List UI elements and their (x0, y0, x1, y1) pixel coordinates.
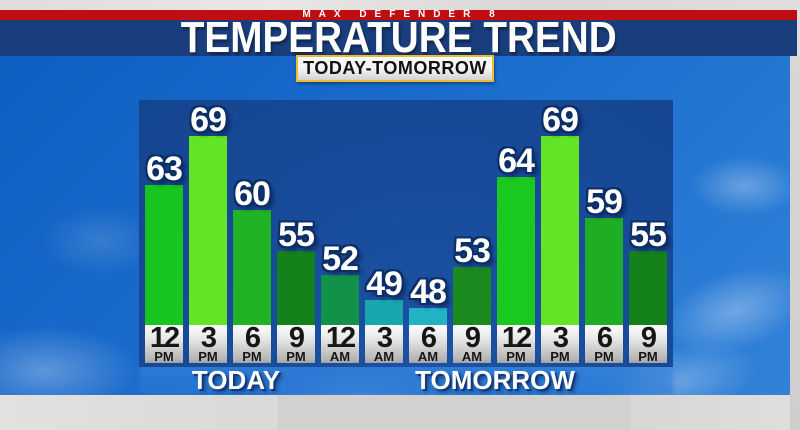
time-hour: 9 (464, 322, 481, 354)
time-meridiem: PM (638, 349, 658, 364)
day-label-today: TODAY (191, 365, 281, 395)
time-hour: 6 (244, 322, 261, 354)
time-meridiem: AM (329, 349, 351, 364)
time-hour: 6 (596, 322, 613, 354)
temp-value-label: 49 (366, 265, 403, 303)
bottom-strip (0, 395, 790, 430)
time-meridiem: PM (198, 349, 218, 364)
temp-value-label: 59 (586, 183, 623, 221)
time-meridiem: PM (506, 349, 526, 364)
temp-value-label: 64 (498, 142, 535, 180)
panel-base-glow (139, 365, 673, 395)
bar-column: 63 12 PM (145, 100, 183, 363)
time-label-box: 6 PM (233, 322, 271, 364)
time-meridiem: AM (461, 349, 483, 364)
cloud (690, 156, 790, 216)
bar-column: 52 12 AM (321, 100, 359, 363)
station-banner: MAX DEFENDER 8 (0, 10, 797, 20)
time-meridiem: AM (417, 349, 439, 364)
temp-value-label: 52 (322, 240, 359, 278)
right-edge-strip (790, 56, 800, 430)
bar-column: 69 3 PM (541, 100, 579, 363)
time-meridiem: PM (242, 349, 262, 364)
time-label-box: 6 AM (409, 322, 447, 364)
time-meridiem: AM (373, 349, 395, 364)
time-label-box: 3 PM (541, 322, 579, 364)
time-label-box: 9 PM (629, 322, 667, 364)
time-hour: 12 (325, 322, 356, 354)
bar-column: 64 12 PM (497, 100, 535, 363)
sky-background: 63 12 PM 69 3 PM 60 6 PM 55 9 PM 52 12 AM 49 3 AM 48 6 AM 53 9… (0, 56, 790, 395)
time-meridiem: PM (154, 349, 174, 364)
cloud (0, 326, 140, 395)
time-meridiem: PM (286, 349, 306, 364)
time-meridiem: PM (594, 349, 614, 364)
time-label-box: 3 PM (189, 322, 227, 364)
time-label-box: 6 PM (585, 322, 623, 364)
day-label-tomorrow: TOMORROW (415, 365, 575, 395)
time-hour: 3 (552, 322, 569, 354)
time-meridiem: PM (550, 349, 570, 364)
bar-column: 49 3 AM (365, 100, 403, 363)
temp-value-label: 63 (146, 150, 183, 188)
station-banner-text: MAX DEFENDER 8 (302, 9, 503, 20)
subtitle-text: TODAY-TOMORROW (303, 58, 487, 78)
time-hour: 12 (501, 322, 532, 354)
time-label-box: 9 PM (277, 322, 315, 364)
time-hour: 9 (288, 322, 305, 354)
temp-value-label: 55 (278, 216, 315, 254)
chart-panel: 63 12 PM 69 3 PM 60 6 PM 55 9 PM 52 12 AM 49 3 AM 48 6 AM 53 9… (139, 100, 673, 367)
temp-value-label: 60 (234, 175, 271, 213)
bar-column: 69 3 PM (189, 100, 227, 363)
subtitle-box: TODAY-TOMORROW (296, 55, 494, 82)
bar-column: 55 9 PM (277, 100, 315, 363)
time-label-box: 12 AM (321, 322, 359, 364)
bar-column: 48 6 AM (409, 100, 447, 363)
time-label-box: 12 PM (497, 322, 535, 364)
bottom-strip-center (278, 395, 630, 430)
time-label-box: 3 AM (365, 322, 403, 364)
bar-column: 53 9 AM (453, 100, 491, 363)
bar-column: 60 6 PM (233, 100, 271, 363)
bar-column: 59 6 PM (585, 100, 623, 363)
title-banner: TEMPERATURE TREND (0, 13, 797, 62)
temp-value-label: 69 (542, 101, 579, 139)
time-hour: 3 (376, 322, 393, 354)
temp-value-label: 69 (190, 101, 227, 139)
time-hour: 6 (420, 322, 437, 354)
time-hour: 12 (149, 322, 180, 354)
time-label-box: 12 PM (145, 322, 183, 364)
page-title: TEMPERATURE TREND (180, 13, 617, 62)
temp-value-label: 55 (630, 216, 667, 254)
temp-value-label: 48 (410, 273, 447, 311)
bar-columns: 63 12 PM 69 3 PM 60 6 PM 55 9 PM 52 12 AM 49 3 AM 48 6 AM 53 9… (145, 100, 667, 363)
time-hour: 3 (200, 322, 217, 354)
bar-column: 55 9 PM (629, 100, 667, 363)
time-hour: 9 (640, 322, 657, 354)
temp-value-label: 53 (454, 232, 491, 270)
time-label-box: 9 AM (453, 322, 491, 364)
